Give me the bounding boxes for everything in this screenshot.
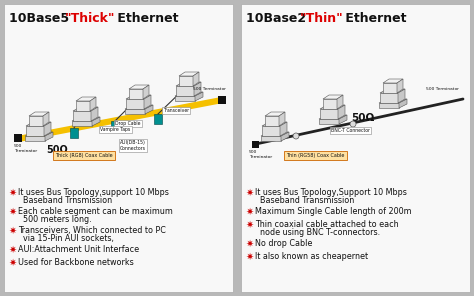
Text: 500
Terminator: 500 Terminator (14, 144, 37, 153)
Text: ✷: ✷ (9, 245, 17, 255)
Text: Ethernet: Ethernet (341, 12, 407, 25)
Polygon shape (383, 83, 397, 93)
Polygon shape (72, 121, 92, 126)
Polygon shape (92, 117, 100, 126)
Bar (111, 121, 119, 131)
Polygon shape (175, 96, 195, 101)
Text: Transceiver: Transceiver (163, 108, 189, 113)
Text: Baseband Transmission: Baseband Transmission (260, 196, 354, 205)
Polygon shape (91, 107, 98, 121)
Bar (241, 4, 470, 292)
Text: ✷: ✷ (9, 207, 17, 217)
Text: Vampire Taps: Vampire Taps (100, 127, 130, 132)
Bar (154, 114, 162, 124)
Text: Thin coaxial cable attached to each: Thin coaxial cable attached to each (255, 220, 399, 229)
Text: AUI(DB-15)
Connectors: AUI(DB-15) Connectors (120, 140, 146, 151)
Polygon shape (337, 95, 343, 109)
Polygon shape (129, 89, 143, 99)
Polygon shape (143, 85, 149, 99)
Text: 500
Terminator: 500 Terminator (249, 150, 272, 159)
Text: It uses Bus Topology,support 10 Mbps: It uses Bus Topology,support 10 Mbps (18, 188, 169, 197)
Polygon shape (280, 122, 287, 136)
Polygon shape (323, 99, 337, 109)
Polygon shape (399, 99, 407, 108)
Polygon shape (73, 107, 98, 111)
Text: ✷: ✷ (9, 188, 17, 198)
Polygon shape (25, 136, 45, 141)
Polygon shape (179, 72, 199, 76)
Polygon shape (397, 79, 403, 93)
Polygon shape (176, 86, 194, 96)
Polygon shape (261, 136, 281, 141)
Polygon shape (398, 89, 405, 103)
Text: via 15-Pin AUI sockets,: via 15-Pin AUI sockets, (23, 234, 114, 243)
Polygon shape (145, 105, 153, 114)
Polygon shape (323, 95, 343, 99)
Polygon shape (379, 99, 407, 103)
Text: Used for Backbone networks: Used for Backbone networks (18, 258, 134, 267)
Text: "Thin": "Thin" (300, 12, 344, 25)
Polygon shape (176, 82, 201, 86)
Polygon shape (339, 115, 347, 124)
Text: ✷: ✷ (9, 226, 17, 236)
Bar (70, 128, 78, 138)
Text: BNC-T Connector: BNC-T Connector (331, 128, 370, 133)
Polygon shape (261, 132, 289, 136)
Text: 500 meters long.: 500 meters long. (23, 215, 91, 224)
Polygon shape (43, 112, 49, 126)
Text: ✷: ✷ (9, 258, 17, 268)
Text: 500 Terminator: 500 Terminator (426, 87, 459, 91)
Polygon shape (129, 85, 149, 89)
Polygon shape (265, 112, 285, 116)
Polygon shape (29, 112, 49, 116)
Polygon shape (195, 92, 203, 101)
Text: Each cable segment can be maximum: Each cable segment can be maximum (18, 207, 173, 216)
Polygon shape (44, 122, 51, 136)
Text: Baseband Trnsmission: Baseband Trnsmission (23, 196, 112, 205)
Polygon shape (26, 126, 44, 136)
Text: Transceivers, Which connected to PC: Transceivers, Which connected to PC (18, 226, 166, 235)
Polygon shape (379, 103, 399, 108)
Polygon shape (29, 116, 43, 126)
Text: 50Ω: 50Ω (46, 145, 68, 155)
Text: node using BNC T-connectors.: node using BNC T-connectors. (260, 228, 380, 237)
Polygon shape (26, 122, 51, 126)
Polygon shape (319, 119, 339, 124)
Polygon shape (320, 109, 338, 119)
Text: ✷: ✷ (246, 239, 254, 249)
Text: ✷: ✷ (246, 207, 254, 217)
Text: 10Base2: 10Base2 (246, 12, 310, 25)
Text: Ethernet: Ethernet (113, 12, 179, 25)
Polygon shape (73, 111, 91, 121)
Polygon shape (338, 105, 345, 119)
Polygon shape (320, 105, 345, 109)
Polygon shape (125, 109, 145, 114)
Polygon shape (262, 122, 287, 126)
Text: 50Ω: 50Ω (351, 113, 374, 123)
Bar (14, 134, 22, 142)
Polygon shape (262, 126, 280, 136)
Polygon shape (144, 95, 151, 109)
Polygon shape (380, 93, 398, 103)
Text: ✷: ✷ (246, 220, 254, 230)
Text: Thin (RG58) Coax Cable: Thin (RG58) Coax Cable (286, 153, 345, 158)
Polygon shape (76, 101, 90, 111)
Text: ✷: ✷ (246, 188, 254, 198)
Polygon shape (72, 117, 100, 121)
Polygon shape (383, 79, 403, 83)
Polygon shape (279, 112, 285, 126)
Bar (4, 4, 233, 292)
Circle shape (293, 133, 299, 139)
Circle shape (350, 121, 356, 127)
Bar (252, 141, 259, 148)
Polygon shape (45, 132, 53, 141)
Text: Maximum Single Cable length of 200m: Maximum Single Cable length of 200m (255, 207, 411, 216)
Polygon shape (319, 115, 347, 119)
Text: It uses Bus Topology,Support 10 Mbps: It uses Bus Topology,Support 10 Mbps (255, 188, 407, 197)
Polygon shape (126, 95, 151, 99)
Polygon shape (175, 92, 203, 96)
Polygon shape (90, 97, 96, 111)
Polygon shape (126, 99, 144, 109)
Text: No drop Cable: No drop Cable (255, 239, 312, 248)
Text: Drop Cable: Drop Cable (115, 121, 140, 126)
